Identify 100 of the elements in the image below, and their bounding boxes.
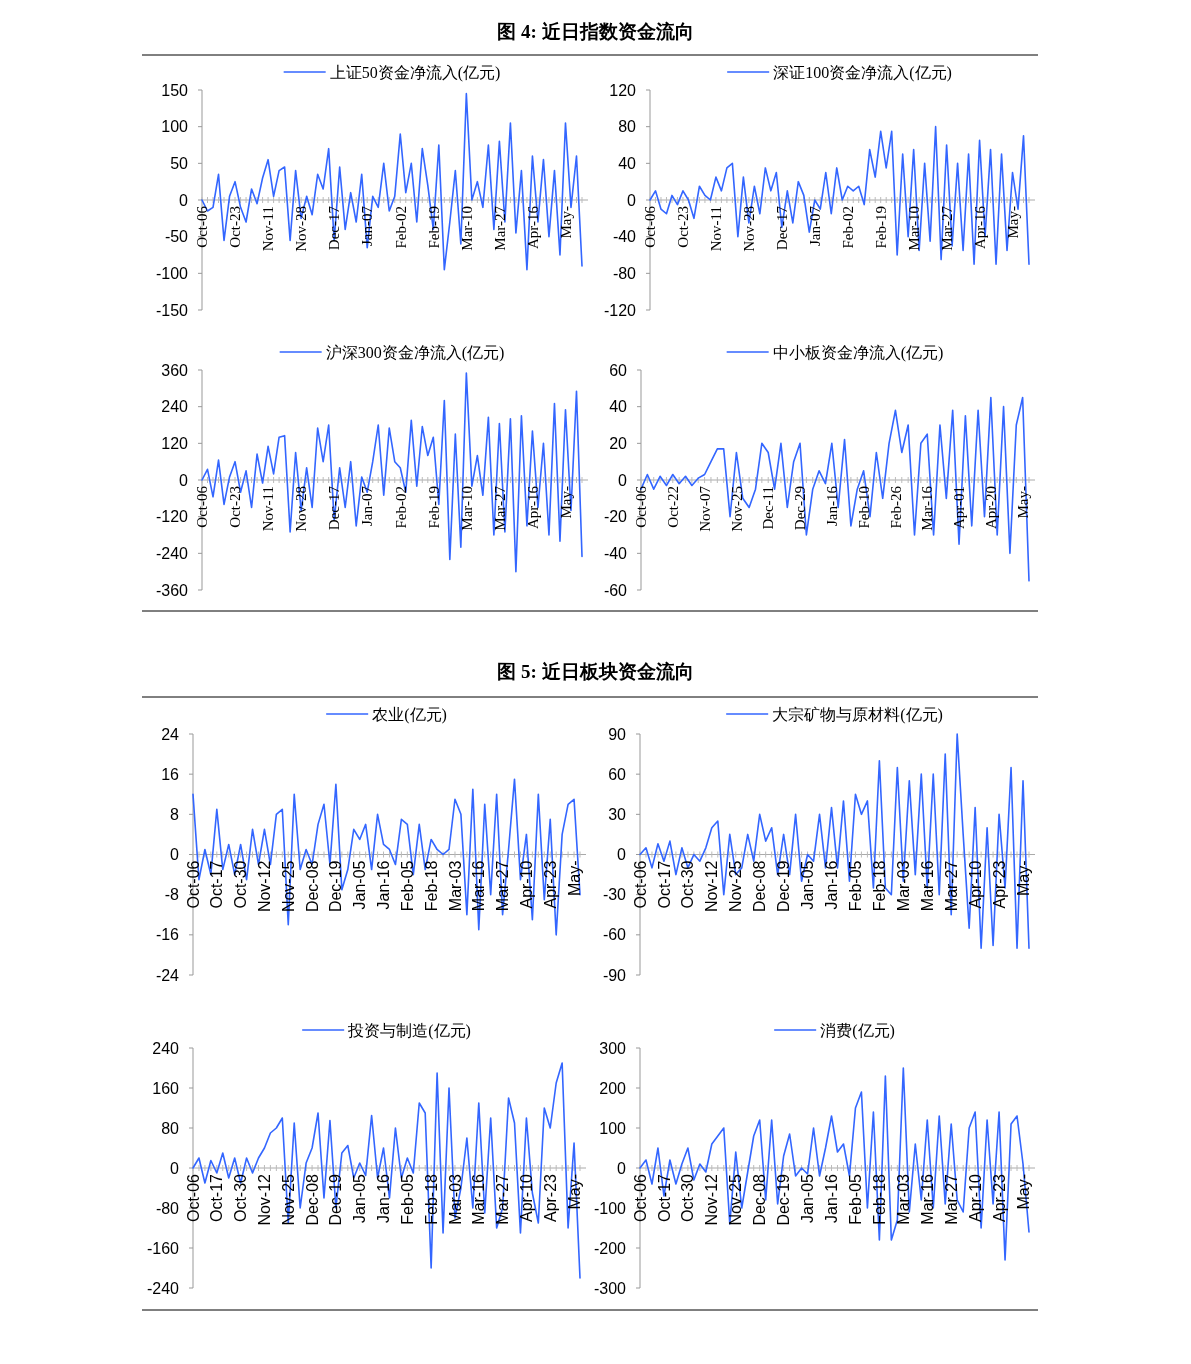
x-tick-label: Apr-23: [541, 860, 559, 909]
x-tick-label: Apr-10: [966, 860, 984, 909]
x-tick-label: Nov-11: [260, 486, 277, 532]
y-tick-label: -160: [146, 1239, 180, 1257]
x-tick-label: Feb-18: [422, 860, 440, 912]
x-tick-label: Nov-12: [703, 860, 721, 913]
x-tick-label: Jan-16: [375, 860, 393, 910]
y-tick-label: 120: [609, 81, 637, 99]
x-tick-label: Dec-08: [303, 860, 321, 913]
x-tick-label: Apr-01: [951, 486, 968, 530]
x-tick-label: Dec-19: [775, 860, 793, 913]
y-tick-label: -24: [155, 966, 180, 984]
y-tick-label: -150: [155, 301, 189, 319]
x-tick-label: Oct-23: [675, 206, 692, 248]
x-tick-label: Feb-18: [870, 860, 888, 912]
x-tick-label: Oct-22: [665, 486, 682, 528]
x-tick-label: Oct-30: [679, 1173, 697, 1223]
y-tick-label: 240: [152, 1039, 180, 1057]
x-tick-label: Nov-12: [256, 860, 274, 913]
x-tick-label: Oct-06: [194, 485, 211, 528]
chart-title: 图 5: 近日板块资金流向: [497, 661, 694, 682]
x-tick-label: Apr-10: [966, 1173, 984, 1223]
x-tick-label: Jan-05: [799, 860, 817, 910]
x-tick-label: Mar-10: [458, 206, 475, 251]
x-tick-label: Jan-05: [351, 1173, 369, 1223]
x-tick-label: Oct-06: [633, 485, 650, 528]
x-tick-label: Jan-07: [359, 205, 376, 246]
legend-label: 消费(亿元): [820, 1021, 895, 1040]
y-tick-label: 80: [161, 1119, 180, 1137]
x-tick-label: Nov-25: [727, 1173, 745, 1226]
x-tick-label: Oct-17: [655, 860, 673, 909]
y-tick-label: -90: [602, 966, 627, 984]
y-tick-label: 0: [627, 191, 637, 209]
x-tick-label: Jan-16: [823, 1173, 841, 1223]
x-tick-label: Jan-05: [799, 1173, 817, 1223]
x-tick-label: Mar-16: [919, 485, 936, 531]
y-tick-label: -120: [155, 508, 189, 526]
x-tick-label: Nov-28: [293, 206, 310, 252]
y-tick-label: -80: [612, 264, 637, 282]
x-tick-label: Feb-18: [422, 1173, 440, 1225]
x-tick-label: Dec-11: [760, 486, 777, 530]
x-tick-label: Mar-10: [458, 486, 475, 531]
y-tick-label: -100: [593, 1199, 627, 1217]
legend-label: 农业(亿元): [372, 705, 447, 724]
x-tick-label: Jan-07: [359, 485, 376, 526]
y-tick-label: -40: [603, 544, 628, 562]
y-tick-label: 50: [170, 154, 189, 172]
x-tick-label: Nov-11: [260, 206, 277, 252]
y-tick-label: -60: [602, 926, 627, 944]
x-tick-label: Mar-10: [905, 206, 922, 251]
x-tick-label: Oct-17: [655, 1173, 673, 1223]
y-tick-label: -80: [155, 1199, 180, 1217]
x-tick-label: Dec-17: [326, 485, 343, 531]
y-tick-label: 30: [608, 805, 627, 823]
y-tick-label: -8: [164, 886, 180, 904]
legend-label: 深证100资金净流入(亿元): [773, 63, 952, 82]
y-tick-label: 0: [617, 1159, 627, 1177]
y-tick-label: 60: [608, 765, 627, 783]
x-tick-label: Oct-30: [232, 860, 250, 909]
x-tick-label: May-: [1014, 860, 1032, 897]
legend-label: 投资与制造(亿元): [347, 1021, 471, 1040]
x-tick-label: Mar-03: [894, 860, 912, 912]
y-tick-label: -240: [146, 1279, 180, 1297]
y-tick-label: 20: [609, 434, 628, 452]
x-tick-label: Feb-19: [425, 206, 442, 249]
x-tick-label: May-: [1014, 1174, 1032, 1210]
x-tick-label: Dec-19: [327, 860, 345, 913]
x-tick-label: Jan-16: [823, 860, 841, 910]
y-tick-label: 300: [599, 1039, 627, 1057]
x-tick-label: Mar-16: [470, 1173, 488, 1225]
y-tick-label: 0: [617, 846, 627, 864]
x-tick-label: Mar-27: [938, 205, 955, 251]
chart-title: 图 4: 近日指数资金流向: [497, 21, 694, 42]
y-tick-label: -360: [155, 581, 189, 599]
y-tick-label: -20: [603, 508, 628, 526]
y-tick-label: -300: [593, 1279, 627, 1297]
x-tick-label: Mar-03: [894, 1173, 912, 1225]
x-tick-label: Feb-18: [870, 1173, 888, 1225]
x-tick-label: Nov-12: [256, 1173, 274, 1226]
y-tick-label: -30: [602, 886, 627, 904]
x-tick-label: Jan-07: [807, 205, 824, 246]
x-tick-label: Apr-23: [541, 1173, 559, 1223]
y-tick-label: 8: [170, 805, 180, 823]
y-tick-label: 0: [170, 846, 180, 864]
x-tick-label: May-: [557, 486, 574, 519]
y-tick-label: 0: [179, 471, 189, 489]
y-tick-label: 100: [599, 1119, 627, 1137]
x-tick-label: Oct-06: [631, 860, 649, 909]
legend-label: 大宗矿物与原材料(亿元): [772, 705, 943, 724]
x-tick-label: Apr-16: [524, 205, 541, 250]
x-tick-label: Oct-17: [208, 860, 226, 909]
x-tick-label: Feb-10: [855, 486, 872, 529]
legend-label: 沪深300资金净流入(亿元): [325, 343, 505, 362]
y-tick-label: -50: [164, 228, 189, 246]
x-tick-label: Apr-10: [518, 860, 536, 909]
x-tick-label: Dec-19: [327, 1173, 345, 1226]
x-tick-label: May-: [1004, 206, 1021, 239]
y-tick-label: -100: [155, 264, 189, 282]
x-tick-label: Mar-03: [446, 1173, 464, 1225]
x-tick-label: Apr-20: [983, 486, 1000, 530]
